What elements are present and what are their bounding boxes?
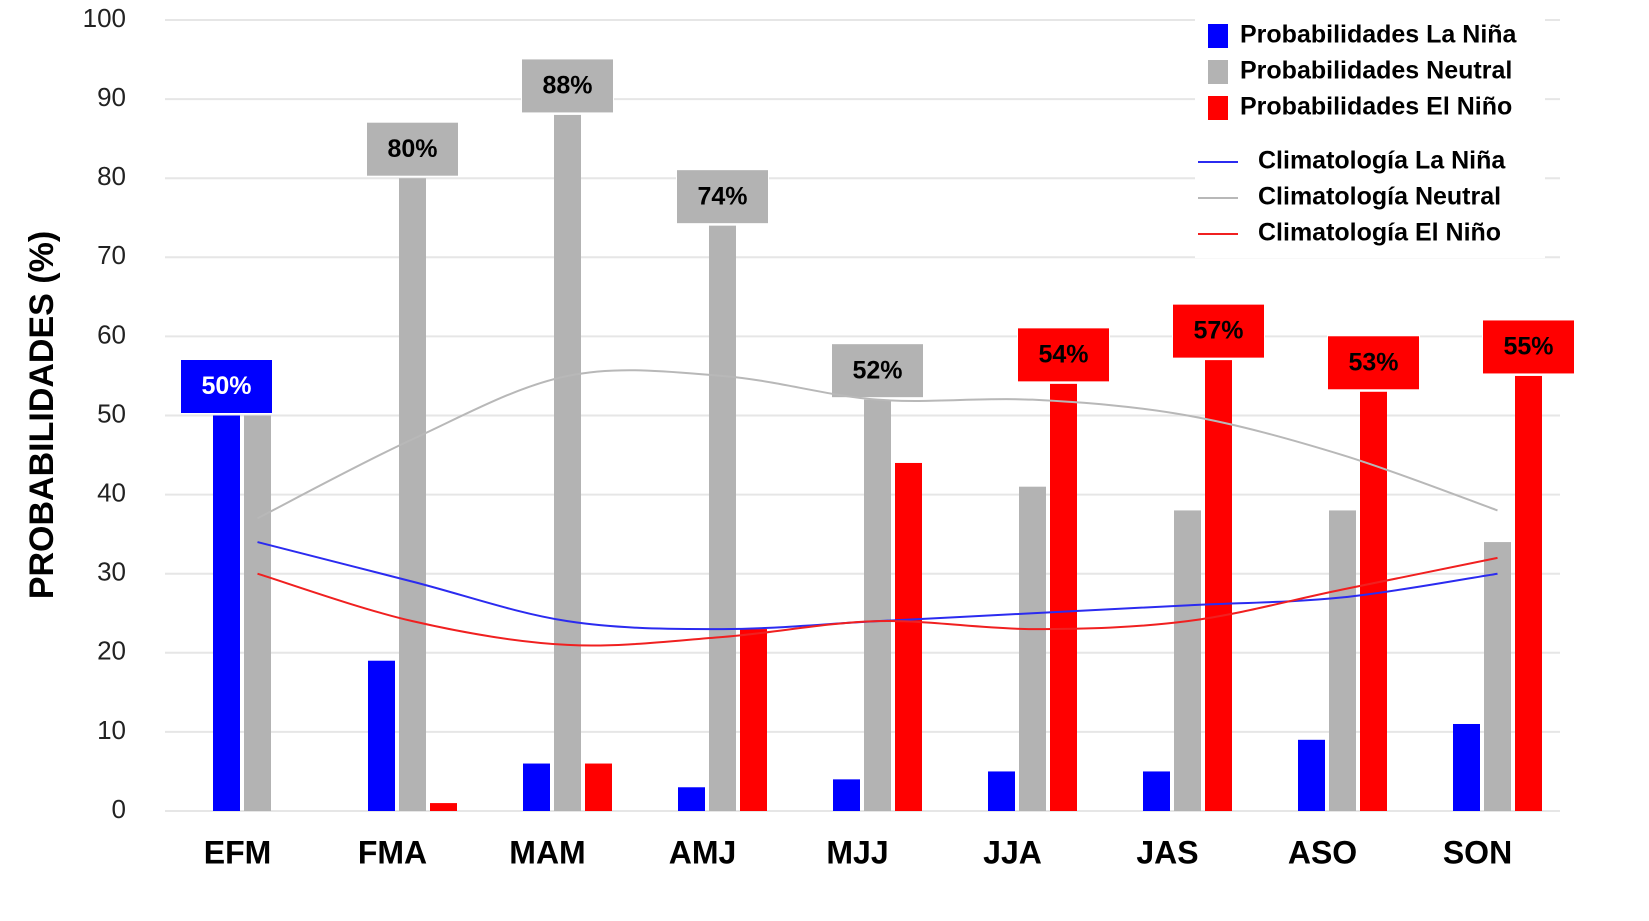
bar <box>833 779 860 811</box>
y-tick-label: 0 <box>112 794 126 824</box>
bar <box>678 787 705 811</box>
y-tick-label: 20 <box>97 636 126 666</box>
data-label-box <box>676 169 769 225</box>
legend-label: Probabilidades La Niña <box>1240 21 1518 49</box>
x-tick-label: MAM <box>509 834 585 870</box>
y-tick-label: 100 <box>83 3 126 33</box>
x-tick-label: ASO <box>1288 834 1357 870</box>
data-label-box <box>180 359 273 414</box>
data-label: 54% <box>1038 340 1088 368</box>
x-tick-label: JJA <box>983 834 1042 870</box>
bar <box>864 399 891 811</box>
y-tick-label: 60 <box>97 319 126 349</box>
data-label: 57% <box>1193 317 1243 345</box>
data-label: 55% <box>1503 333 1553 361</box>
bar <box>523 763 550 811</box>
bar <box>988 771 1015 811</box>
bar <box>1205 360 1232 811</box>
x-tick-label: EFM <box>204 834 272 870</box>
bar <box>1143 771 1170 811</box>
climatology-line <box>257 556 1498 647</box>
bar <box>585 763 612 811</box>
y-tick-label: 40 <box>97 477 126 507</box>
data-label: 53% <box>1348 348 1398 376</box>
x-tick-label: MJJ <box>826 834 888 870</box>
data-label-box <box>1017 327 1110 383</box>
bar <box>1329 510 1356 811</box>
y-axis-label: PROBABILIDADES (%) <box>23 231 61 599</box>
bar <box>368 660 395 811</box>
bar <box>554 114 581 812</box>
legend-swatch <box>1208 24 1228 48</box>
y-tick-label: 70 <box>97 240 126 270</box>
data-label-box <box>1482 319 1575 375</box>
data-label: 80% <box>387 135 437 163</box>
bar <box>1360 391 1387 811</box>
bar <box>740 629 767 811</box>
legend-label: Climatología Neutral <box>1258 183 1501 211</box>
bar <box>1174 510 1201 811</box>
y-tick-label: 10 <box>97 715 126 745</box>
data-label-box <box>366 121 459 177</box>
legend-swatch <box>1208 60 1228 84</box>
data-label-box <box>1172 303 1265 359</box>
data-label: 52% <box>852 356 902 384</box>
x-tick-label: AMJ <box>669 834 737 870</box>
bar <box>1298 739 1325 811</box>
legend-label: Climatología El Niño <box>1258 219 1501 247</box>
bar <box>1019 486 1046 811</box>
data-label: 50% <box>201 372 251 400</box>
y-tick-label: 90 <box>97 82 126 112</box>
data-label-box <box>1327 335 1420 391</box>
data-label-box <box>521 58 614 114</box>
y-tick-label: 80 <box>97 161 126 191</box>
bar <box>213 415 240 811</box>
bar <box>430 803 457 811</box>
legend-label: Probabilidades El Niño <box>1240 93 1512 121</box>
y-tick-label: 50 <box>97 398 126 428</box>
bar <box>244 415 271 811</box>
bar <box>1453 723 1480 811</box>
bar <box>709 225 736 811</box>
x-tick-label: FMA <box>358 834 427 870</box>
climatology-line <box>257 369 1498 520</box>
bar <box>1050 383 1077 811</box>
bar <box>399 178 426 811</box>
data-label-box <box>831 343 924 399</box>
legend-bg <box>1195 18 1545 258</box>
data-label: 88% <box>542 72 592 100</box>
legend-label: Climatología La Niña <box>1258 147 1506 175</box>
bar <box>1515 375 1542 811</box>
legend-swatch <box>1208 96 1228 120</box>
legend-label: Probabilidades Neutral <box>1240 57 1512 85</box>
data-label: 74% <box>697 182 747 210</box>
bar <box>895 462 922 811</box>
y-tick-label: 30 <box>97 557 126 587</box>
bar <box>1484 542 1511 811</box>
x-tick-label: JAS <box>1136 834 1198 870</box>
x-tick-label: SON <box>1443 834 1512 870</box>
